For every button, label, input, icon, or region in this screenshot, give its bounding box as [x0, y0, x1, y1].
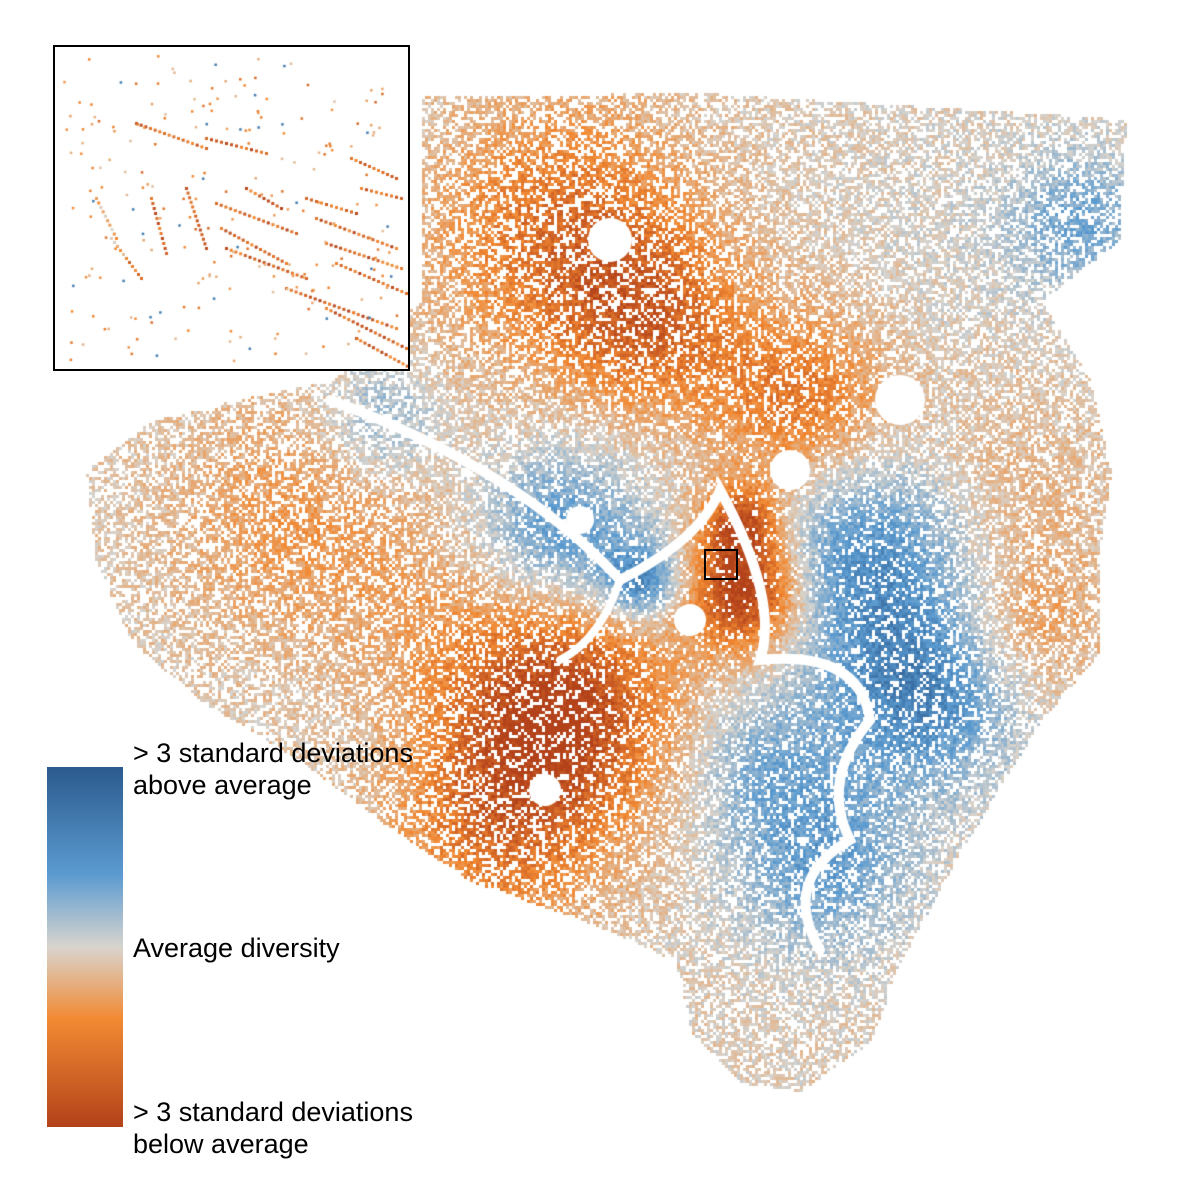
legend-label-average: Average diversity [133, 933, 340, 963]
legend-label-low: > 3 standard deviations below average [133, 1097, 413, 1159]
inset-locator-box [704, 549, 738, 580]
legend-label-high: > 3 standard deviations above average [133, 738, 413, 800]
inset-map [53, 45, 410, 371]
legend-color-bar [47, 767, 123, 1127]
inset-map-canvas [55, 47, 408, 369]
